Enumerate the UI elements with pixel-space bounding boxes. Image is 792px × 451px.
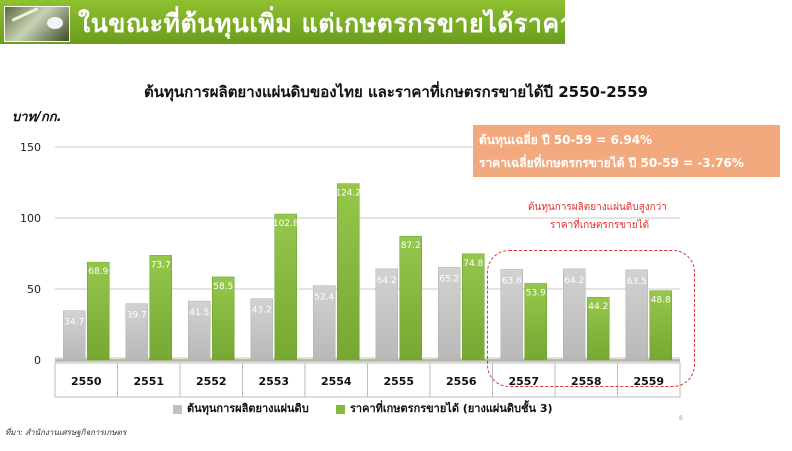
- bar-price: [337, 183, 360, 361]
- data-label-cost: 65.2: [439, 274, 459, 284]
- bar-cost: [500, 269, 523, 361]
- x-tick-label: 2553: [258, 375, 289, 388]
- x-tick-label: 2551: [133, 375, 164, 388]
- highlight-note-line1: ต้นทุนการผลิตยางแผ่นดิบสูงกว่า: [528, 202, 667, 213]
- data-label-cost: 41.5: [189, 308, 209, 318]
- bar-price: [274, 213, 297, 361]
- data-label-price: 53.9: [526, 288, 546, 298]
- x-tick-label: 2557: [508, 375, 539, 388]
- legend-swatch-green: [336, 404, 345, 414]
- bar-price: [462, 253, 485, 361]
- data-label-price: 73.7: [151, 260, 171, 270]
- data-label-cost: 52.4: [314, 293, 334, 303]
- data-label-price: 44.2: [588, 302, 608, 312]
- bar-price: [524, 283, 547, 361]
- data-label-price: 48.8: [651, 296, 671, 306]
- highlight-note-line2: ราคาที่เกษตรกรขายได้: [550, 220, 650, 231]
- data-label-price: 87.2: [401, 241, 421, 251]
- data-label-price: 102.8: [273, 219, 299, 229]
- bar-price: [649, 290, 672, 361]
- y-axis-label: บาท/กก.: [12, 110, 62, 125]
- bar-cost: [563, 268, 586, 361]
- highlight-region: [487, 250, 695, 387]
- y-tick-label: 100: [20, 212, 41, 225]
- bar-cost: [438, 267, 461, 361]
- bar-cost: [63, 310, 86, 361]
- y-tick-label: 150: [20, 141, 41, 154]
- data-label-cost: 63.8: [502, 276, 522, 286]
- bar-cost: [313, 285, 336, 361]
- source-note: ที่มา: สำนักงานเศรษฐกิจการเกษตร: [5, 428, 127, 437]
- bar-price: [87, 261, 110, 361]
- legend-swatch-grey: [173, 404, 182, 414]
- bar-cost: [250, 298, 273, 361]
- page-title: ในขณะที่ต้นทุนเพิ่ม แต่เกษตรกรขายได้ราคา…: [78, 9, 636, 38]
- x-tick-label: 2550: [71, 375, 102, 388]
- data-label-price: 74.8: [463, 259, 483, 269]
- rubber-tapping-photo: [4, 6, 70, 42]
- x-tick-label: 2554: [321, 375, 352, 388]
- y-tick-label: 0: [34, 354, 41, 367]
- chart-title: ต้นทุนการผลิตยางแผ่นดิบของไทย และราคาที่…: [144, 83, 648, 101]
- data-label-price: 68.9: [88, 267, 108, 277]
- x-tick-label: 2556: [446, 375, 477, 388]
- data-label-price: 58.5: [213, 282, 233, 292]
- data-label-cost: 43.2: [252, 306, 272, 316]
- data-label-price: 124.2: [335, 189, 361, 199]
- growth-summary-box: ต้นทุนเฉลี่ย ปี 50-59 = 6.94% ราคาเฉลี่ย…: [473, 125, 780, 177]
- avg-cost-growth-text: ต้นทุนเฉลี่ย ปี 50-59 = 6.94%: [479, 133, 653, 147]
- title-bar: ในขณะที่ต้นทุนเพิ่ม แต่เกษตรกรขายได้ราคา…: [0, 0, 635, 44]
- bar-price: [399, 235, 422, 361]
- data-label-cost: 64.2: [377, 276, 397, 286]
- bar-cost: [125, 303, 148, 361]
- bar-price: [212, 276, 235, 361]
- x-tick-label: 2559: [633, 375, 664, 388]
- bar-price: [587, 296, 610, 361]
- y-tick-label: 50: [27, 283, 41, 296]
- data-label-cost: 64.2: [564, 276, 584, 286]
- page-number: 6: [679, 415, 683, 422]
- x-tick-label: 2558: [571, 375, 602, 388]
- legend-item-price: ราคาที่เกษตรกรขายได้ (ยางแผ่นดิบชั้น 3): [336, 399, 553, 417]
- legend-label-price: ราคาที่เกษตรกรขายได้ (ยางแผ่นดิบชั้น 3): [350, 402, 553, 415]
- bar-cost: [188, 300, 211, 361]
- x-tick-label: 2555: [383, 375, 414, 388]
- x-tick-label: 2552: [196, 375, 227, 388]
- bar-price: [149, 255, 172, 361]
- data-label-cost: 34.7: [64, 318, 84, 328]
- data-label-cost: 39.7: [127, 311, 147, 321]
- legend-label-cost: ต้นทุนการผลิตยางแผ่นดิบ: [187, 402, 309, 415]
- bar-cost: [375, 268, 398, 361]
- latex-cup: [47, 17, 63, 29]
- legend-item-cost: ต้นทุนการผลิตยางแผ่นดิบ: [173, 399, 309, 417]
- avg-price-growth-text: ราคาเฉลี่ยที่เกษตรกรขายได้ ปี 50-59 = -3…: [479, 156, 744, 170]
- bar-cost: [625, 269, 648, 361]
- data-label-cost: 63.5: [627, 277, 647, 287]
